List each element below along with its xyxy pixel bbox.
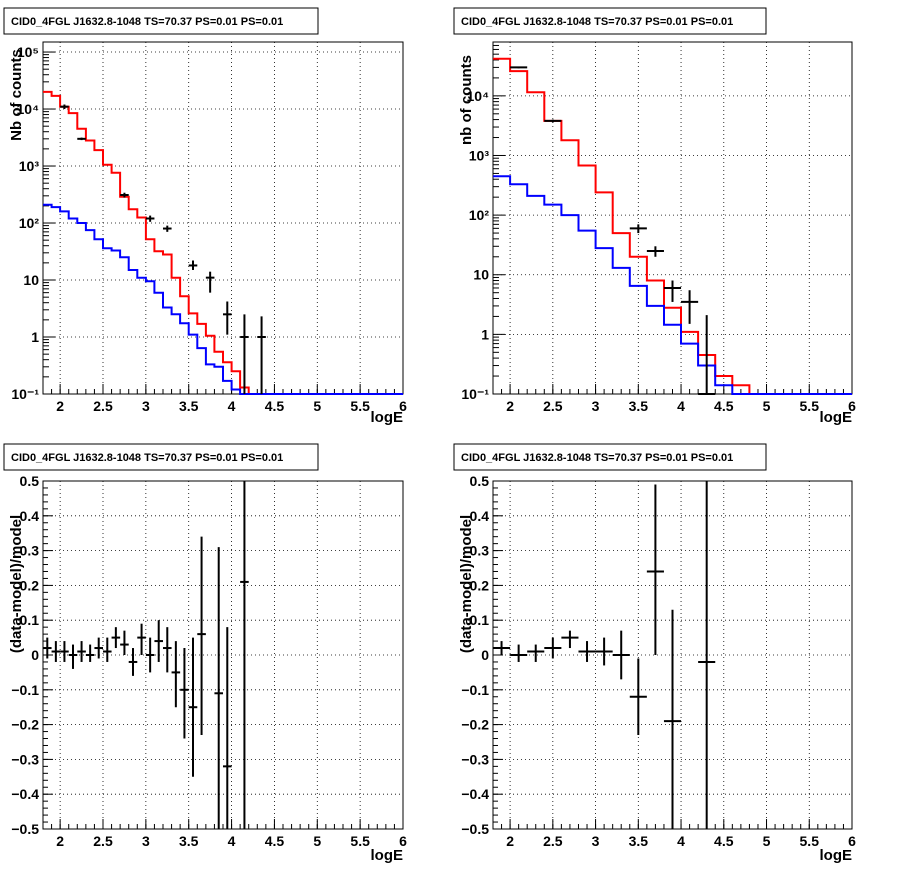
- x-axis-label: logE: [820, 409, 853, 426]
- y-tick-label: −0.5: [11, 821, 39, 837]
- x-tick-label: 3.5: [179, 833, 199, 849]
- y-axis-label: (data-model)/model: [8, 515, 25, 653]
- chart-title-box: [3, 7, 319, 35]
- y-tick-label: 0: [31, 647, 39, 663]
- y-tick-label: 10³: [469, 147, 490, 163]
- x-tick-label: 5: [763, 833, 771, 849]
- y-tick-label: 0.1: [470, 612, 490, 628]
- x-tick-label: 4.5: [265, 833, 285, 849]
- y-tick-label: 0.3: [20, 543, 40, 559]
- y-tick-label: 0.4: [20, 508, 40, 524]
- y-tick-label: −0.3: [11, 751, 39, 767]
- x-tick-label: 4: [228, 398, 236, 414]
- chart-title-box: [453, 443, 767, 471]
- chart-title: CID0_4FGL J1632.8-1048 TS=70.37 PS=0.01 …: [11, 16, 283, 28]
- y-tick-label: 10³: [19, 158, 40, 174]
- y-tick-label: 0.2: [20, 577, 40, 593]
- y-tick-label: 10⁻¹: [11, 386, 39, 402]
- chart-panel-3: 2 2.5 3 3.5 4 4.5 5 5.5 6 −0.5 −0.4 −0.3 −0.2 −0.1 0 0.…: [3, 443, 407, 864]
- x-tick-label: 4.5: [714, 833, 734, 849]
- chart-title: CID0_4FGL J1632.8-1048 TS=70.37 PS=0.01 …: [11, 452, 283, 464]
- chart-title-box: [453, 7, 767, 35]
- blue-model-step-line: [493, 175, 852, 395]
- x-tick-label: 6: [399, 398, 407, 414]
- x-tick-label: 5: [763, 398, 771, 414]
- x-tick-label: 2.5: [543, 398, 563, 414]
- chart-title-box: [3, 443, 319, 471]
- x-tick-label: 3: [592, 833, 600, 849]
- y-tick-label: 10²: [19, 215, 40, 231]
- y-axis-label: nb of counts: [458, 55, 475, 145]
- x-tick-label: 4: [228, 833, 236, 849]
- x-tick-label: 3: [142, 398, 150, 414]
- y-tick-label: 10²: [469, 207, 490, 223]
- x-tick-label: 5.5: [350, 833, 370, 849]
- y-tick-label: 1: [31, 329, 39, 345]
- y-tick-label: 0.5: [470, 473, 490, 489]
- y-tick-label: 0.5: [20, 473, 40, 489]
- y-tick-label: −0.2: [461, 717, 489, 733]
- x-tick-label: 2: [506, 398, 514, 414]
- y-tick-label: −0.1: [461, 682, 489, 698]
- y-tick-label: 0.2: [470, 577, 490, 593]
- blue-model-step-line: [43, 203, 403, 395]
- x-tick-label: 3: [592, 398, 600, 414]
- x-tick-label: 6: [848, 398, 856, 414]
- x-tick-label: 2.5: [543, 833, 563, 849]
- x-tick-label: 3.5: [629, 833, 649, 849]
- x-tick-label: 2.5: [93, 833, 113, 849]
- y-tick-label: −0.3: [461, 751, 489, 767]
- y-axis-label: Nb of counts: [8, 49, 25, 141]
- x-tick-label: 4.5: [714, 398, 734, 414]
- y-tick-label: −0.5: [461, 821, 489, 837]
- chart-title: CID0_4FGL J1632.8-1048 TS=70.37 PS=0.01 …: [461, 16, 733, 28]
- y-tick-label: −0.4: [461, 786, 489, 802]
- x-tick-label: 2.5: [93, 398, 113, 414]
- chart-panel-1: 2 2.5 3 3.5 4 4.5 5 5.5 6 10⁻¹ 1 10 10² 10³ 10⁴ 10⁵ CID0…: [3, 7, 407, 426]
- y-tick-label: 0: [481, 647, 489, 663]
- y-tick-label: 0.3: [470, 543, 490, 559]
- y-tick-label: 10⁻¹: [461, 386, 489, 402]
- x-tick-label: 2: [56, 833, 64, 849]
- chart-panel-4: 2 2.5 3 3.5 4 4.5 5 5.5 6 −0.5 −0.4 −0.3 −0.2 −0.1 0 0.…: [453, 443, 856, 864]
- x-axis-label: logE: [820, 847, 853, 864]
- x-tick-label: 5.5: [350, 398, 370, 414]
- y-tick-label: 10⁴: [467, 88, 490, 104]
- y-tick-label: −0.2: [11, 717, 39, 733]
- x-tick-label: 5: [313, 398, 321, 414]
- x-tick-label: 3.5: [629, 398, 649, 414]
- y-axis-label: (data-model)/model: [458, 515, 475, 653]
- x-tick-label: 5.5: [800, 398, 820, 414]
- x-tick-label: 3.5: [179, 398, 199, 414]
- x-tick-label: 2: [56, 398, 64, 414]
- x-axis-label: logE: [371, 847, 404, 864]
- y-tick-label: 0.1: [20, 612, 40, 628]
- x-tick-label: 4.5: [265, 398, 285, 414]
- chart-title: CID0_4FGL J1632.8-1048 TS=70.37 PS=0.01 …: [461, 452, 733, 464]
- y-tick-label: 1: [481, 326, 489, 342]
- x-tick-label: 5: [313, 833, 321, 849]
- x-axis-label: logE: [371, 409, 404, 426]
- x-tick-label: 3: [142, 833, 150, 849]
- y-tick-label: 10: [473, 267, 489, 283]
- y-tick-label: 10⁴: [17, 101, 40, 117]
- x-tick-label: 4: [677, 398, 685, 414]
- x-tick-label: 6: [399, 833, 407, 849]
- chart-panel-2: 2 2.5 3 3.5 4 4.5 5 5.5 6 10⁻¹ 1 10 10² 10³ 10⁴ CID0_4F…: [453, 7, 856, 426]
- y-tick-label: −0.4: [11, 786, 39, 802]
- y-tick-label: 10: [23, 272, 39, 288]
- x-tick-label: 4: [677, 833, 685, 849]
- x-tick-label: 2: [506, 833, 514, 849]
- y-tick-label: −0.1: [11, 682, 39, 698]
- y-tick-label: 0.4: [470, 508, 490, 524]
- x-tick-label: 5.5: [800, 833, 820, 849]
- y-tick-label: 10⁵: [17, 44, 39, 60]
- x-tick-label: 6: [848, 833, 856, 849]
